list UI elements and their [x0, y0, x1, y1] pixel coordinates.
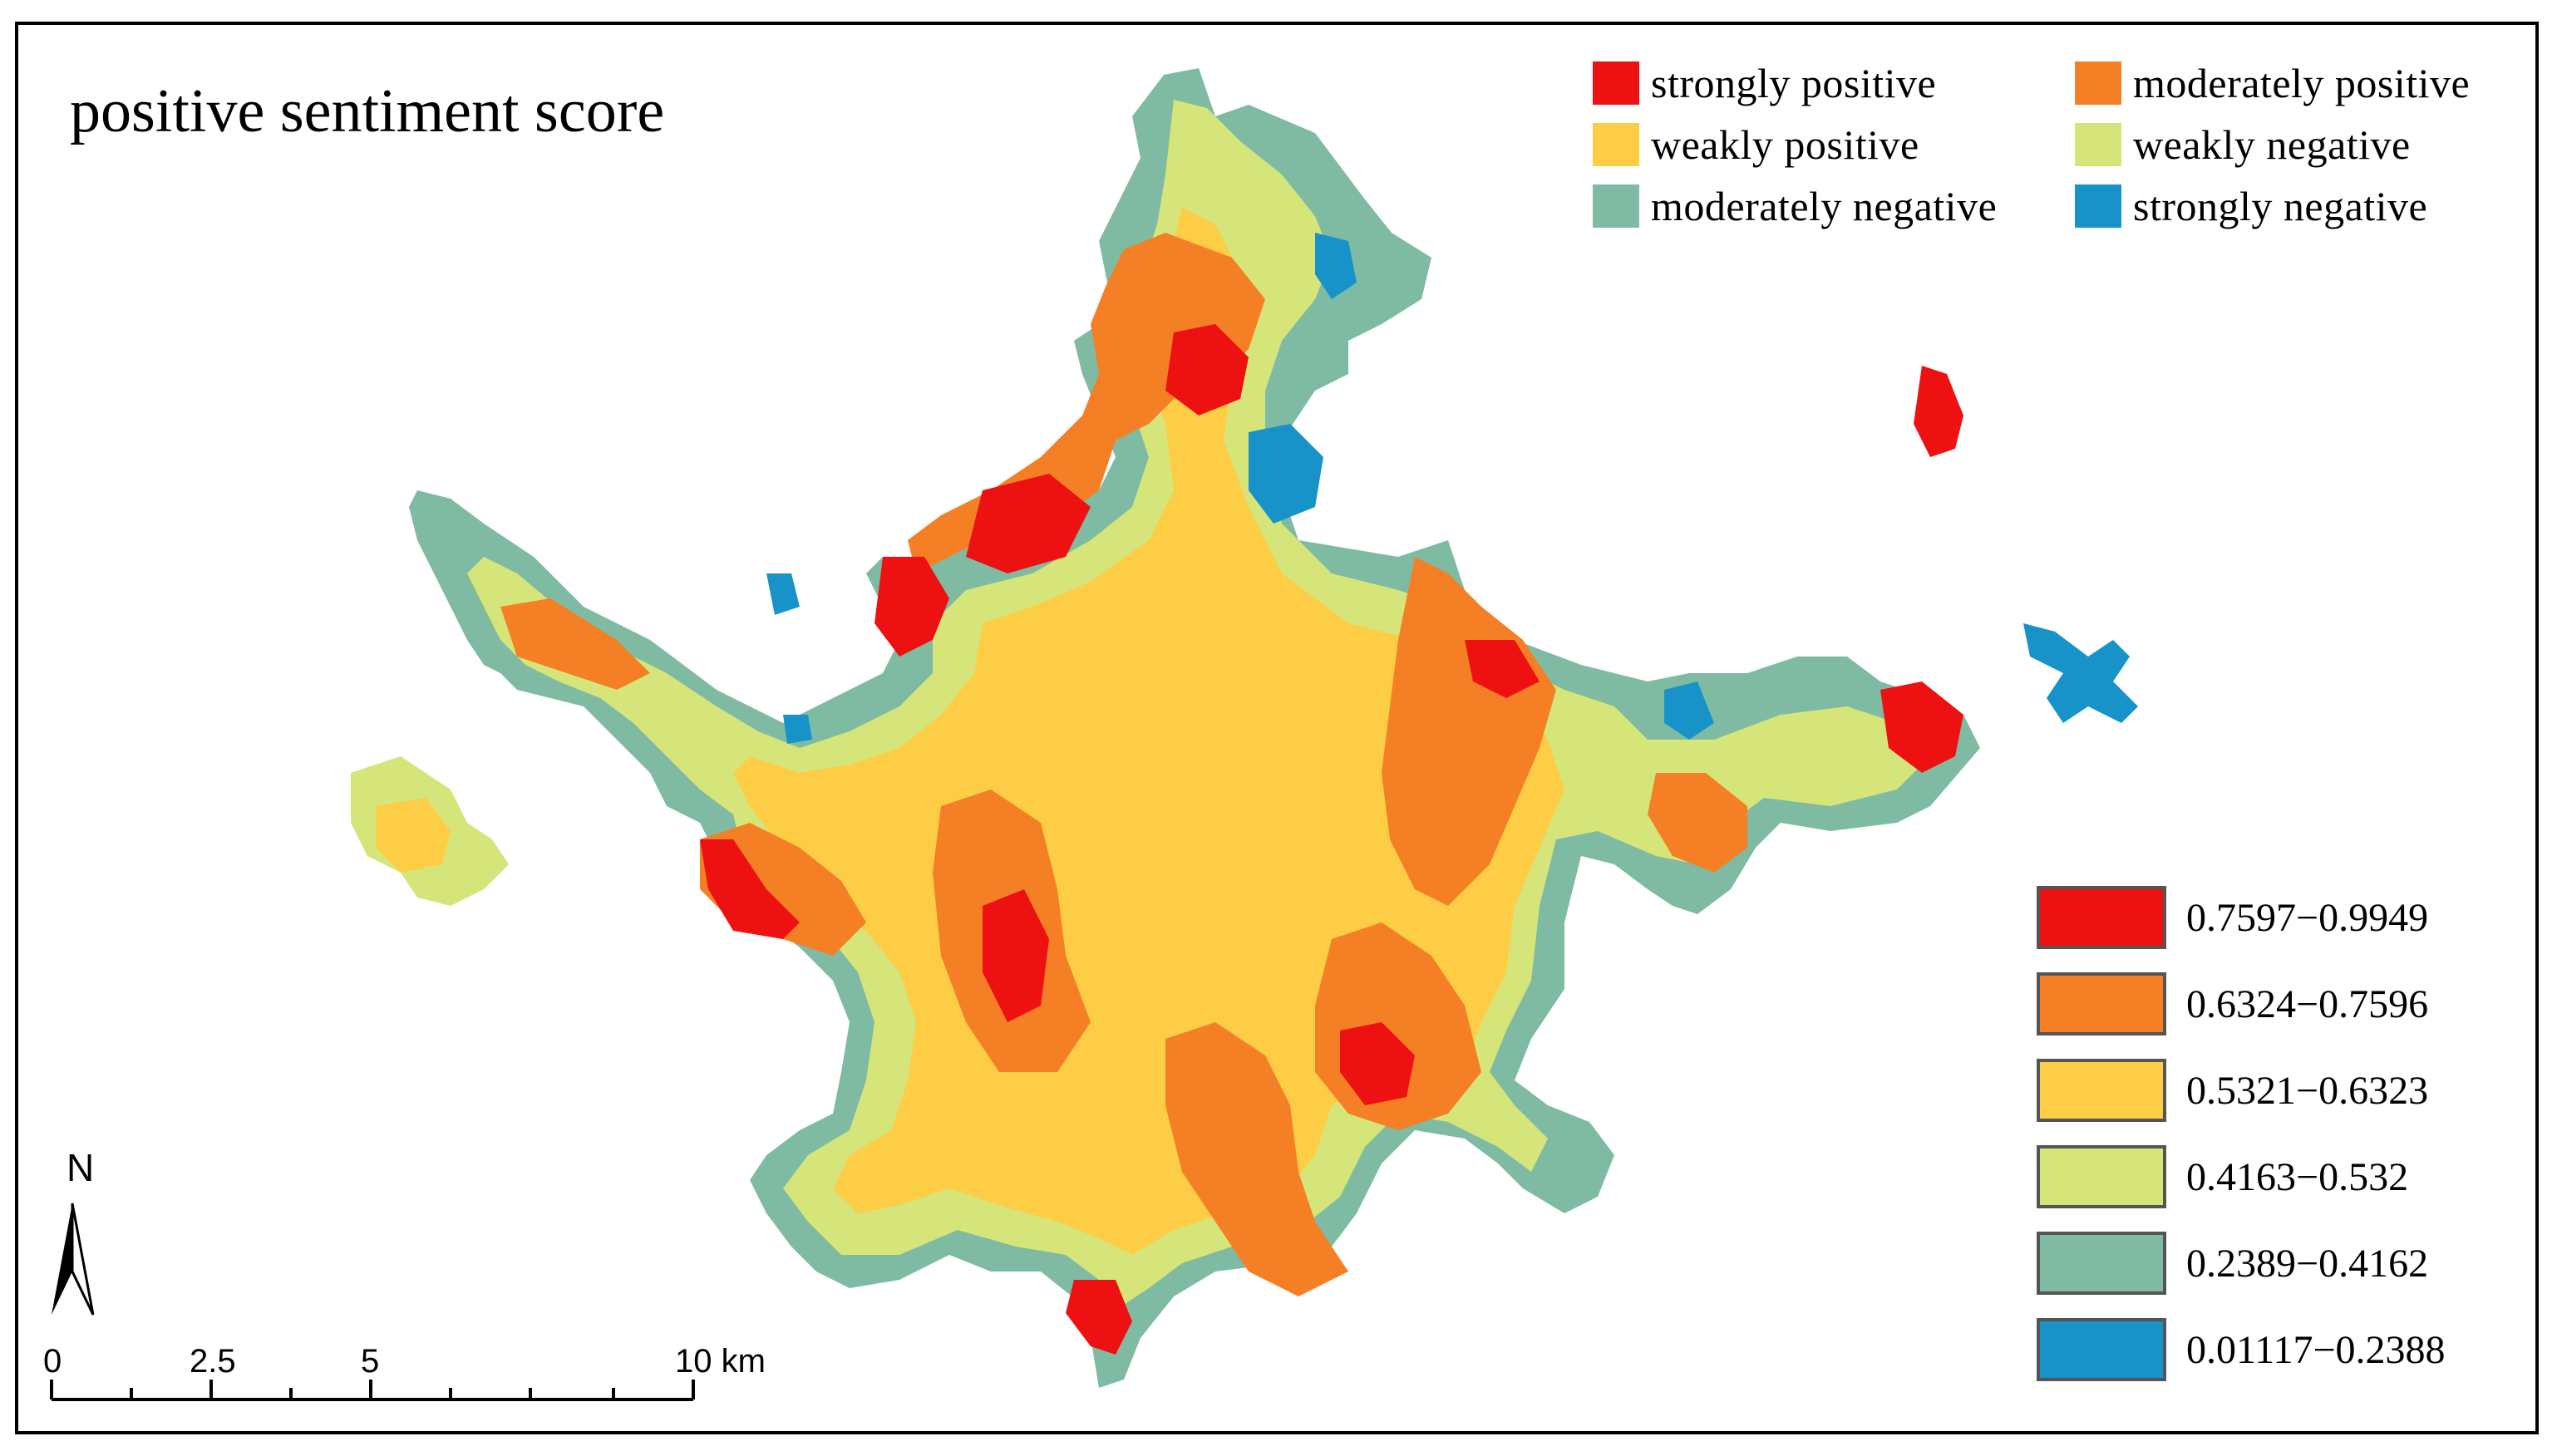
- class-legend: 0.7597−0.9949 0.6324−0.7596 0.5321−0.632…: [2037, 884, 2535, 1431]
- scale-bar: [50, 1380, 695, 1401]
- category-legend: strongly positive moderately positive we…: [1593, 58, 2532, 258]
- region-strongly-positive-north: [1165, 324, 1249, 416]
- region-moderately-positive-east-arm: [1648, 773, 1747, 873]
- legend-swatch: [1593, 184, 1639, 228]
- legend-label: moderately positive: [2133, 60, 2471, 106]
- legend-label: weakly negative: [2133, 121, 2411, 168]
- class-label: 0.01117−0.2388: [2186, 1327, 2446, 1372]
- legend-label: strongly negative: [2133, 183, 2428, 229]
- class-swatch: [2037, 886, 2166, 949]
- class-item: 0.5321−0.6323: [2037, 1057, 2428, 1124]
- scale-label-0: 0: [43, 1343, 62, 1380]
- legend-swatch: [2075, 61, 2121, 105]
- region-strongly-positive-ne: [1465, 640, 1540, 698]
- region-strongly-negative-far-east: [2023, 623, 2138, 723]
- class-item: 0.6324−0.7596: [2037, 971, 2428, 1037]
- region-strongly-positive-far-ne: [1914, 366, 1963, 457]
- region-moderately-positive-south: [1165, 1022, 1348, 1296]
- region-strongly-positive-south: [1066, 1280, 1132, 1355]
- map-frame: positive sentiment score strongly positi…: [15, 22, 2539, 1434]
- class-swatch: [2037, 1059, 2166, 1122]
- legend-strongly-positive: strongly positive: [1593, 58, 1936, 108]
- legend-swatch: [1593, 61, 1639, 105]
- legend-weakly-negative: weakly negative: [2075, 120, 2411, 170]
- region-strongly-positive-east: [1880, 681, 1963, 773]
- legend-weakly-positive: weakly positive: [1593, 120, 1919, 170]
- legend-label: weakly positive: [1651, 121, 1919, 168]
- class-swatch: [2037, 972, 2166, 1035]
- region-west-island-core: [376, 798, 451, 873]
- region-strongly-positive-se: [1340, 1022, 1415, 1105]
- class-swatch: [2037, 1232, 2166, 1295]
- region-strongly-positive-west: [875, 557, 949, 657]
- class-label: 0.5321−0.6323: [2186, 1068, 2429, 1113]
- region-strongly-positive-center: [983, 889, 1049, 1022]
- class-item: 0.2389−0.4162: [2037, 1230, 2428, 1296]
- north-arrow-icon: [52, 1203, 95, 1316]
- scale-label-10-km: 10 km: [675, 1343, 766, 1380]
- region-strongly-negative-north: [1249, 424, 1323, 524]
- legend-label: strongly positive: [1651, 60, 1937, 106]
- region-moderately-positive-nw-arm: [500, 598, 650, 690]
- class-item: 0.01117−0.2388: [2037, 1316, 2446, 1383]
- legend-strongly-negative: strongly negative: [2075, 181, 2427, 231]
- class-label: 0.7597−0.9949: [2186, 895, 2429, 940]
- class-item: 0.7597−0.9949: [2037, 884, 2428, 951]
- map-title: positive sentiment score: [70, 77, 665, 145]
- class-swatch: [2037, 1145, 2166, 1208]
- north-label: N: [67, 1146, 95, 1189]
- region-strongly-negative-west-small: [766, 573, 800, 615]
- legend-swatch: [2075, 123, 2121, 166]
- class-item: 0.4163−0.532: [2037, 1144, 2408, 1210]
- class-swatch: [2037, 1318, 2166, 1381]
- legend-swatch: [1593, 123, 1639, 166]
- region-strongly-negative-ne: [1315, 233, 1357, 299]
- legend-moderately-positive: moderately positive: [2075, 58, 2470, 108]
- class-label: 0.4163−0.532: [2186, 1154, 2409, 1199]
- region-strongly-positive-far-west: [700, 839, 800, 939]
- scale-label-2-5: 2.5: [190, 1343, 236, 1380]
- region-strongly-negative-west-2: [783, 715, 812, 744]
- legend-label: moderately negative: [1651, 183, 1998, 229]
- class-label: 0.2389−0.4162: [2186, 1241, 2429, 1286]
- class-label: 0.6324−0.7596: [2186, 981, 2429, 1026]
- scale-label-5: 5: [361, 1343, 380, 1380]
- region-strongly-positive-nw: [966, 474, 1091, 573]
- legend-swatch: [2075, 184, 2121, 228]
- region-strongly-negative-east: [1664, 681, 1714, 740]
- legend-moderately-negative: moderately negative: [1593, 181, 1997, 231]
- map-canvas: [50, 68, 2138, 1401]
